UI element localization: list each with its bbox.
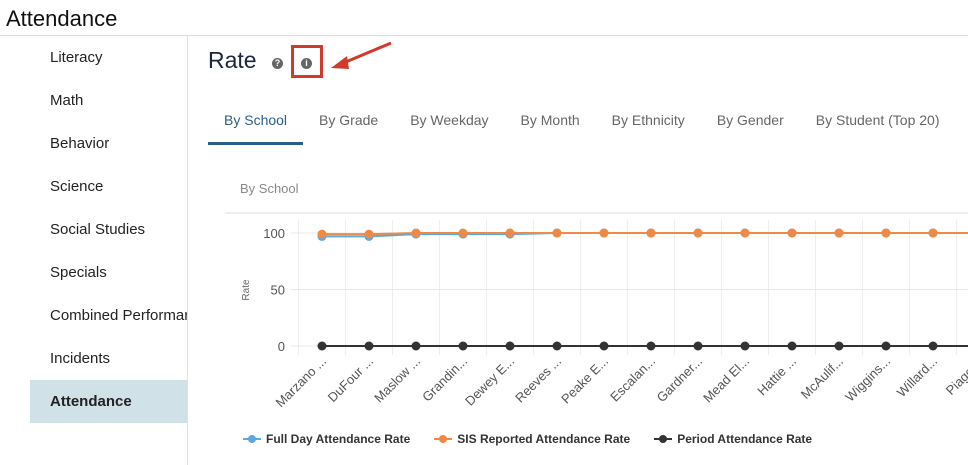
data-point [881,341,891,351]
sidebar: Literacy Math Behavior Science Social St… [30,36,188,465]
info-circle-icon[interactable]: i [301,58,312,69]
x-tick-label: Wiggins... [842,354,893,405]
data-point [317,229,327,239]
sidebar-item-literacy[interactable]: Literacy [50,49,103,66]
x-tick-label: Peake E... [558,354,611,407]
legend-item[interactable]: SIS Reported Attendance Rate [434,432,630,446]
y-tick-label: 100 [263,226,285,241]
x-tick-label: Dewey E... [462,354,517,409]
question-circle-icon[interactable]: ? [272,58,283,69]
data-point [364,341,374,351]
tab-bar: By School By Grade By Weekday By Month B… [208,108,956,145]
sidebar-item-incidents[interactable]: Incidents [50,350,111,367]
data-point [646,228,656,238]
sidebar-item-attendance[interactable]: Attendance [30,380,187,423]
data-point [458,228,468,238]
legend-swatch [434,435,453,443]
x-tick-label: Willard... [894,354,940,400]
legend-label: Period Attendance Rate [677,432,813,446]
data-point [552,341,562,351]
sidebar-item-behavior[interactable]: Behavior [50,135,110,152]
tab-by-student[interactable]: By Student (Top 20) [815,112,940,128]
tab-by-gender[interactable]: By Gender [716,112,784,128]
x-tick-label: Gardner... [654,354,705,405]
legend-label: Full Day Attendance Rate [266,432,411,446]
sidebar-item-social-studies[interactable]: Social Studies [50,221,146,238]
data-point [787,228,797,238]
data-point [834,341,844,351]
divider [0,35,968,36]
page-title: Rate [208,47,257,73]
x-tick-label: DuFour ... [325,354,376,405]
chart-legend: Full Day Attendance Rate SIS Reported At… [243,432,812,446]
x-tick-label: Hattie ... [754,354,799,399]
data-point [740,228,750,238]
data-point [505,228,515,238]
x-tick-label: Marzano ... [273,354,330,411]
y-axis-label: Rate [241,279,252,301]
data-point [411,228,421,238]
x-tick-label: Maslow ... [371,354,423,406]
highlight-box [291,45,323,78]
data-point [505,341,515,351]
data-point [458,341,468,351]
legend-swatch [243,435,261,443]
data-point [928,228,938,238]
tab-by-weekday[interactable]: By Weekday [410,112,489,128]
legend-label: SIS Reported Attendance Rate [457,432,631,446]
data-point [317,341,327,351]
x-tick-label: Mead El... [700,354,752,406]
data-point [693,341,703,351]
chart-title: By School [240,181,299,196]
data-point [599,228,609,238]
data-point [693,228,703,238]
data-point [740,341,750,351]
data-point [834,228,844,238]
data-point [411,341,421,351]
sidebar-item-science[interactable]: Science [50,178,104,195]
sidebar-item-combined-performance[interactable]: Combined Performance [50,307,187,324]
annotation-arrow [331,41,392,69]
legend-item[interactable]: Period Attendance Rate [654,432,812,446]
data-point [787,341,797,351]
tab-by-grade[interactable]: By Grade [319,112,379,128]
x-tick-label: Piaget... [943,354,968,398]
data-point [646,341,656,351]
y-tick-label: 0 [278,339,285,354]
x-tick-label: Escalan... [607,354,658,405]
tab-by-month[interactable]: By Month [520,112,580,128]
x-tick-label: McAulif... [798,354,846,402]
data-point [364,229,374,239]
y-tick-label: 50 [271,283,285,298]
x-tick-label: Reeves ... [512,354,564,406]
data-point [928,341,938,351]
legend-item[interactable]: Full Day Attendance Rate [243,432,410,446]
data-point [599,341,609,351]
data-point [881,228,891,238]
sidebar-item-math[interactable]: Math [50,92,84,109]
tab-by-school[interactable]: By School [208,108,304,145]
app-title: Attendance [6,6,118,31]
tab-by-ethnicity[interactable]: By Ethnicity [611,112,685,128]
sidebar-item-specials[interactable]: Specials [50,264,107,281]
legend-swatch [654,435,673,443]
data-point [552,228,562,238]
